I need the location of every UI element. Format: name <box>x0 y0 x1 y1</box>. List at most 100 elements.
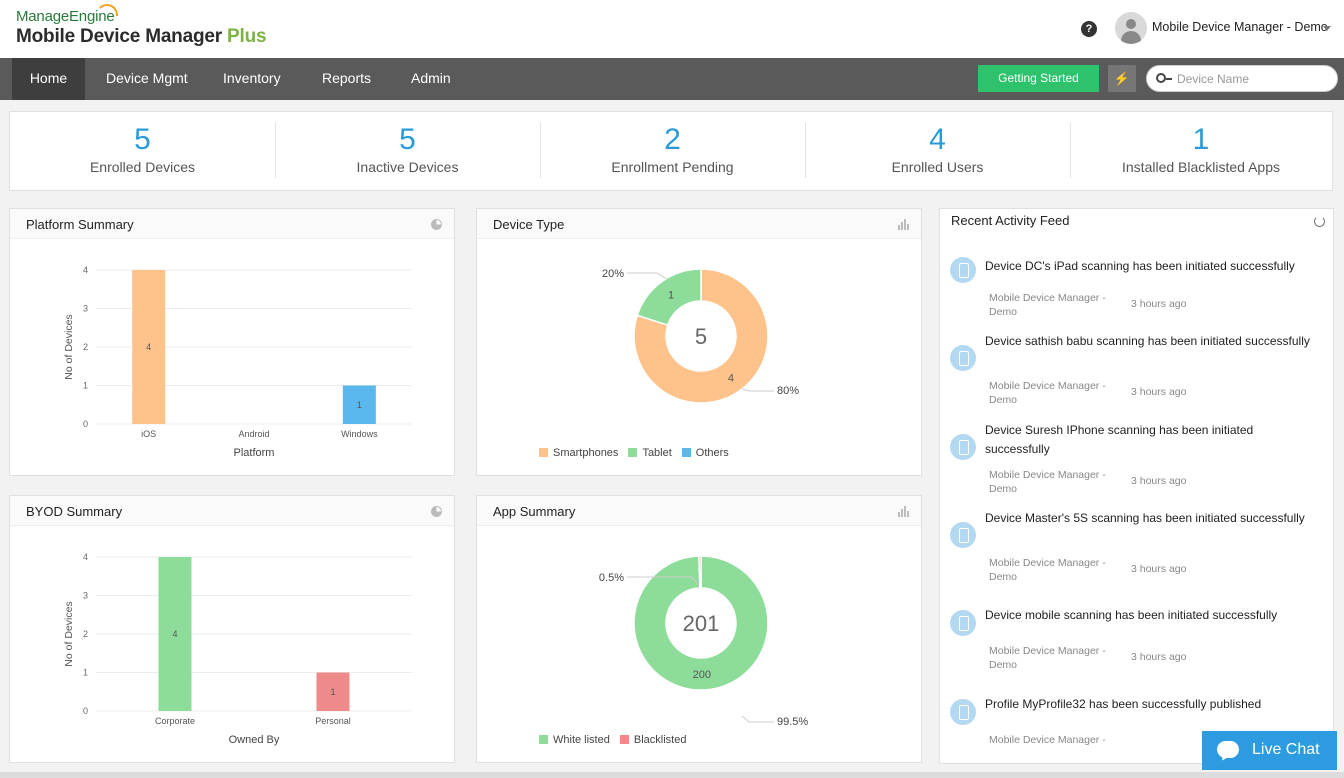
stat-inactive-devices[interactable]: 5 Inactive Devices <box>275 112 540 190</box>
legend-swatch <box>681 448 691 457</box>
logo-product-text: Mobile Device Manager <box>16 26 222 47</box>
nav-device-mgmt[interactable]: Device Mgmt <box>106 70 188 86</box>
bar <box>158 557 192 711</box>
donut-slice <box>636 268 702 327</box>
quick-actions-button[interactable]: ⚡ <box>1108 65 1136 92</box>
feed-item-source: Mobile Device Manager - Demo <box>989 557 1106 583</box>
x-tick-label: iOS <box>141 429 156 439</box>
device-type-donut-chart: 4 1 5 20% 80% <box>602 268 799 404</box>
legend-item[interactable]: White listed <box>539 734 610 746</box>
device-scan-icon <box>950 610 976 636</box>
legend-item[interactable]: Tablet <box>628 447 672 459</box>
user-avatar[interactable] <box>1115 12 1147 44</box>
byod-summary-panel: BYOD Summary 0 1 2 3 4 No of Devices 4 Corporat… <box>9 495 455 763</box>
device-search-input[interactable] <box>1177 69 1327 89</box>
leader-line <box>627 576 700 587</box>
nav-inventory[interactable]: Inventory <box>223 70 281 86</box>
legend-label: Others <box>695 447 729 459</box>
stat-divider <box>805 122 806 178</box>
device-scan-icon <box>950 257 976 283</box>
feed-title: Recent Activity Feed <box>951 213 1070 228</box>
app-summary-legend: White listed Blacklisted <box>539 734 686 746</box>
legend-item[interactable]: Others <box>681 447 729 459</box>
user-name[interactable]: Mobile Device Manager - Demo <box>1152 20 1328 34</box>
slice-data-label: 4 <box>728 372 734 384</box>
pie-chart-icon[interactable] <box>431 219 442 230</box>
stat-enrolled-devices[interactable]: 5 Enrolled Devices <box>10 112 275 190</box>
y-tick-label: 3 <box>83 591 88 601</box>
feed-item-time: 3 hours ago <box>1131 563 1187 575</box>
feed-header: Recent Activity Feed <box>940 209 1333 233</box>
search-icon[interactable] <box>1156 73 1172 83</box>
x-tick-label: Personal <box>315 716 351 726</box>
y-tick-label: 2 <box>83 342 88 352</box>
feed-item-source: Mobile Device Manager - Demo <box>989 292 1106 318</box>
panel-header: App Summary <box>477 496 921 526</box>
stat-value: 5 <box>399 123 416 156</box>
pie-chart-icon[interactable] <box>431 506 442 517</box>
device-scan-icon <box>950 345 976 371</box>
profile-publish-icon <box>950 699 976 725</box>
byod-bar-chart: 0 1 2 3 4 No of Devices 4 Corporate 1 Personal Own… <box>63 552 412 746</box>
leader-line <box>627 272 668 280</box>
chevron-down-icon[interactable] <box>1323 26 1331 31</box>
device-scan-icon <box>950 522 976 548</box>
stat-enrolled-users[interactable]: 4 Enrolled Users <box>805 112 1070 190</box>
slice-percent-label: 20% <box>602 268 624 280</box>
y-axis-label: No of Devices <box>63 314 75 379</box>
feed-item-text: Device Master's 5S scanning has been ini… <box>985 511 1305 525</box>
stat-divider <box>540 122 541 178</box>
feed-item-time: 3 hours ago <box>1131 298 1187 310</box>
feed-item-text: Device Suresh IPhone scanning has been i… <box>985 423 1254 456</box>
bottom-scroll-strip <box>0 772 1344 778</box>
feed-item-source: Mobile Device Manager - <box>989 734 1106 746</box>
y-tick-label: 0 <box>83 419 88 429</box>
refresh-icon[interactable] <box>1314 216 1325 227</box>
panel-header: Device Type <box>477 209 921 239</box>
help-icon[interactable]: ? <box>1081 21 1097 37</box>
donut-slice <box>633 268 769 404</box>
bar-data-label: 1 <box>330 687 335 697</box>
product-logo[interactable]: ManageEngine Mobile Device Manager Plus <box>16 4 267 48</box>
x-tick-label: Windows <box>341 429 378 439</box>
legend-item[interactable]: Blacklisted <box>619 734 687 746</box>
slice-data-label: 200 <box>693 669 711 681</box>
bar-chart-icon[interactable] <box>898 219 909 230</box>
bar <box>132 270 166 424</box>
nav-home[interactable]: Home <box>12 58 85 100</box>
stat-label: Enrolled Devices <box>89 159 196 175</box>
feed-item-text: Device sathish babu scanning has been in… <box>985 334 1310 348</box>
legend-item[interactable]: Smartphones <box>539 447 618 459</box>
y-tick-label: 2 <box>83 629 88 639</box>
x-tick-label: Corporate <box>155 716 195 726</box>
live-chat-button[interactable]: Live Chat <box>1202 731 1337 770</box>
live-chat-label: Live Chat <box>1252 741 1320 758</box>
legend-label: Blacklisted <box>633 734 687 746</box>
legend-swatch <box>539 448 548 457</box>
stat-divider <box>275 122 276 178</box>
legend-swatch <box>539 735 548 744</box>
stat-blacklisted-apps[interactable]: 1 Installed Blacklisted Apps <box>1070 112 1332 190</box>
device-search <box>1146 65 1338 92</box>
y-tick-label: 4 <box>83 552 88 562</box>
main-nav: Home Device Mgmt Inventory Reports Admin… <box>0 58 1344 100</box>
logo-brand-text: ManageEngine <box>16 8 115 25</box>
device-type-panel: Device Type 4 1 5 20% 80% Smartphones Tablet O… <box>476 208 922 476</box>
y-tick-label: 1 <box>83 381 88 391</box>
stat-enrollment-pending[interactable]: 2 Enrollment Pending <box>540 112 805 190</box>
stat-label: Installed Blacklisted Apps <box>1122 159 1280 175</box>
top-header: ManageEngine Mobile Device Manager Plus … <box>0 0 1344 58</box>
leader-line <box>741 715 774 723</box>
nav-reports[interactable]: Reports <box>322 70 372 86</box>
legend-swatch <box>628 448 638 457</box>
nav-admin[interactable]: Admin <box>411 70 451 86</box>
stat-value: 2 <box>664 123 681 156</box>
bar-chart-icon[interactable] <box>898 506 909 517</box>
y-axis-label: No of Devices <box>63 601 75 666</box>
logo-brand: ManageEngine <box>16 4 266 25</box>
stat-label: Enrolled Users <box>891 159 984 175</box>
getting-started-button[interactable]: Getting Started <box>978 65 1099 92</box>
y-tick-label: 1 <box>83 668 88 678</box>
feed-item-time: 3 hours ago <box>1131 475 1187 487</box>
recent-activity-feed: Recent Activity Feed Device DC's iPad sc… <box>939 208 1334 764</box>
